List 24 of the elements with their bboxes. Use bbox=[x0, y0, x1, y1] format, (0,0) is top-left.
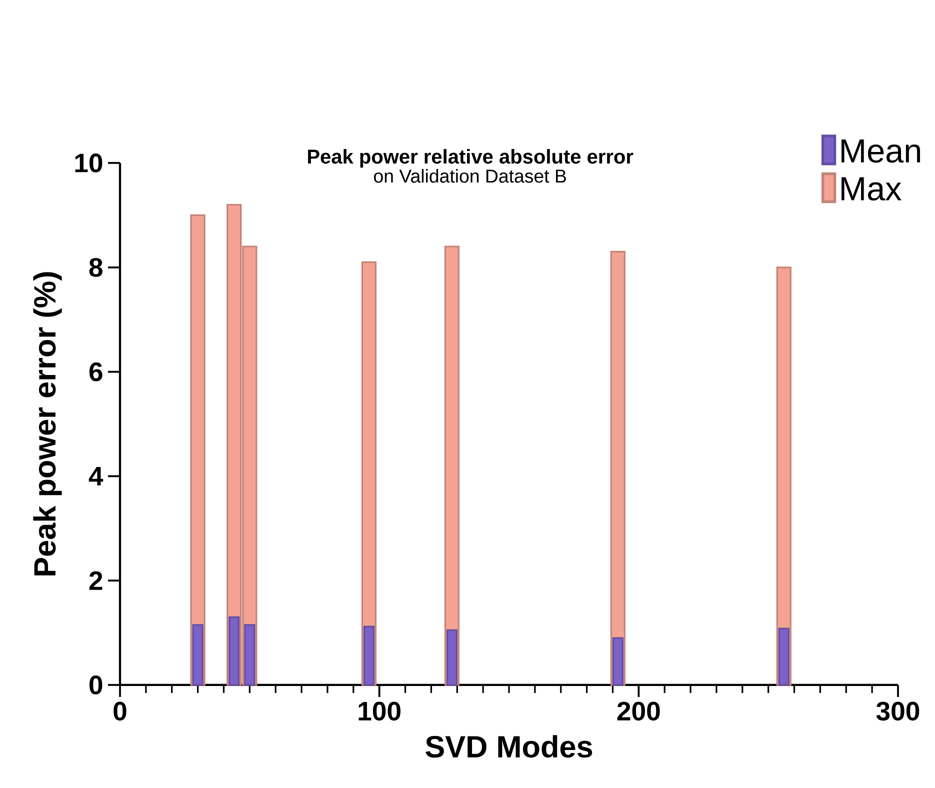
y-tick-label: 6 bbox=[89, 362, 102, 382]
y-tick-label: 4 bbox=[88, 467, 104, 486]
y-tick-label: 0 bbox=[90, 676, 102, 694]
legend-label: Mean bbox=[842, 139, 920, 163]
x-tick-label: 300 bbox=[876, 702, 920, 721]
bar bbox=[244, 624, 256, 686]
x-tick-label: 200 bbox=[617, 702, 660, 721]
y-axis-title: Peak power error (%) bbox=[33, 272, 62, 576]
bar bbox=[612, 637, 624, 686]
bar bbox=[778, 628, 790, 686]
bar bbox=[446, 629, 458, 686]
legend-label: Max bbox=[842, 177, 902, 201]
bar bbox=[363, 626, 374, 686]
x-axis-title: SVD Modes bbox=[426, 735, 592, 758]
y-tick-label: 10 bbox=[75, 154, 102, 172]
bar bbox=[228, 616, 240, 686]
x-tick-label: 100 bbox=[358, 702, 400, 721]
x-tick-label: 0 bbox=[114, 702, 126, 721]
chart-title: Peak power relative absolute error bbox=[308, 149, 634, 168]
chart-subtitle: on Validation Dataset B bbox=[374, 169, 566, 183]
bar bbox=[192, 624, 204, 686]
bar bbox=[610, 250, 626, 686]
y-tick-label: 2 bbox=[89, 571, 102, 590]
y-tick-label: 8 bbox=[89, 258, 102, 277]
